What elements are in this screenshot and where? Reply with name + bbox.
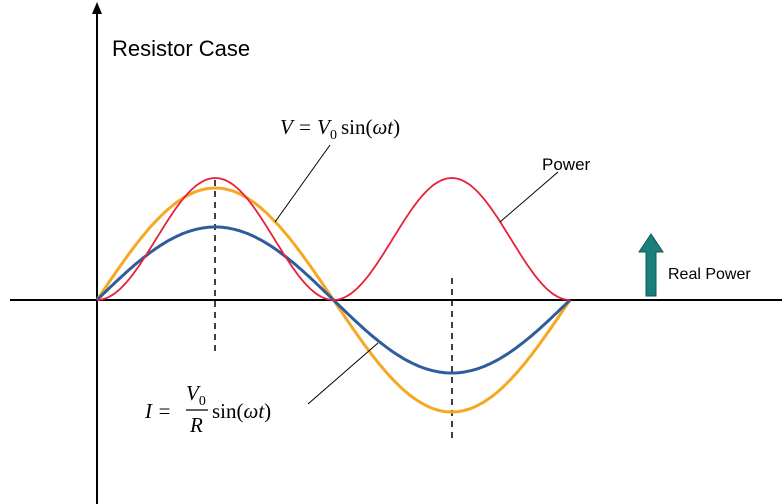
current-denominator: R: [189, 413, 203, 437]
subscript: 0: [330, 128, 337, 143]
argument: ωt: [244, 399, 266, 423]
function: sin(: [212, 399, 244, 423]
real-power-label: Real Power: [668, 266, 751, 283]
close: ): [393, 115, 400, 139]
current-function: sin(ωt): [212, 399, 271, 423]
subscript: 0: [199, 394, 206, 409]
close: ): [264, 399, 271, 423]
current-lhs: I =: [144, 399, 171, 423]
leader-line: [499, 171, 559, 223]
lhs: V =: [280, 115, 312, 139]
voltage-label: V = V0 sin(ωt): [280, 115, 400, 143]
power-label: Power: [542, 155, 591, 174]
title: Resistor Case: [112, 36, 250, 61]
leader-line: [307, 342, 379, 405]
function: sin(: [341, 115, 373, 139]
argument: ωt: [372, 115, 394, 139]
y-axis-arrow: [92, 2, 102, 14]
power-curve: [96, 177, 571, 301]
numerator: V: [186, 381, 201, 405]
current-numerator: V0: [186, 381, 206, 409]
symbol: V: [317, 115, 332, 139]
real-power-arrow: [638, 233, 664, 297]
leader-line: [274, 144, 331, 223]
